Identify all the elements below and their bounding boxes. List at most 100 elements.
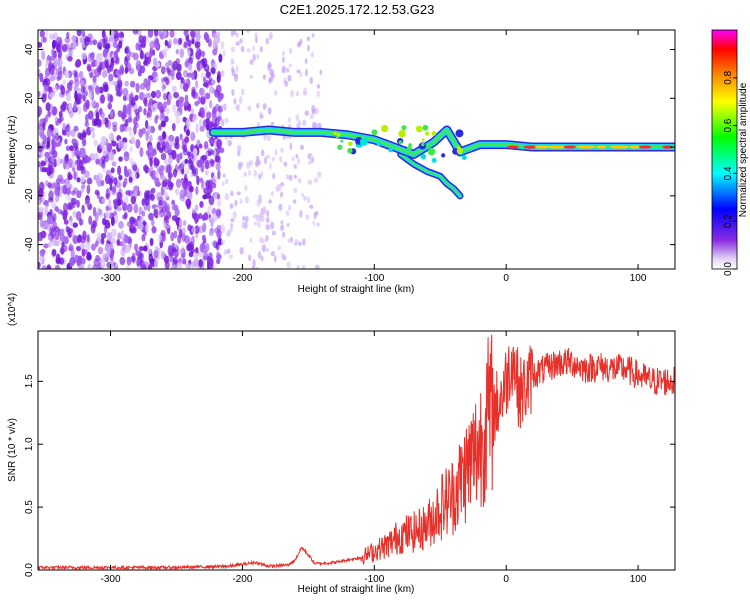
noise-speckle (319, 69, 323, 76)
signal-peak (547, 145, 567, 149)
noise-speckle (91, 131, 96, 140)
colorbar-tick-label: 0.4 (723, 166, 734, 180)
noise-speckle (120, 229, 125, 239)
noise-speckle (273, 255, 277, 263)
noise-speckle (212, 48, 218, 56)
noise-speckle (288, 174, 293, 181)
noise-speckle (130, 195, 137, 205)
noise-speckle (135, 250, 141, 257)
noise-speckle (123, 177, 128, 186)
noise-speckle (132, 164, 138, 172)
noise-speckle (173, 37, 178, 45)
noise-speckle (235, 65, 239, 73)
noise-speckle (266, 209, 270, 218)
noise-speckle (220, 70, 225, 77)
noise-speckle (123, 125, 129, 133)
noise-speckle (98, 173, 104, 181)
noise-speckle (305, 213, 310, 221)
snr-panel: -300 -200 -100 0 100 0.0 0.5 1.0 1.5 Height of … (7, 293, 676, 595)
x-tick-label: -100 (364, 574, 384, 585)
noise-speckle (315, 264, 320, 269)
noise-speckle (260, 170, 264, 178)
noise-speckle (185, 263, 192, 269)
noise-speckle (74, 60, 81, 68)
noise-speckle (64, 138, 68, 145)
noise-speckle (295, 153, 299, 159)
spectrogram-x-ticks: -300 -200 -100 0 100 (101, 30, 647, 284)
noise-speckle (132, 52, 139, 61)
noise-speckle (222, 50, 226, 57)
noise-speckle (172, 204, 179, 211)
noise-speckle (68, 243, 74, 251)
noise-speckle (303, 196, 308, 201)
noise-speckle (135, 42, 139, 51)
noise-speckle (271, 157, 276, 162)
noise-speckle (266, 134, 271, 142)
chart-title: C2E1.2025.172.12.53.G23 (279, 2, 435, 17)
noise-speckle (280, 220, 284, 225)
noise-speckle (90, 61, 96, 68)
noise-speckle (187, 49, 191, 57)
noise-speckle (94, 189, 100, 196)
noise-speckle (217, 115, 222, 122)
noise-speckle (290, 89, 294, 98)
noise-speckle (160, 250, 165, 260)
noise-speckle (143, 107, 147, 116)
colorbar-tick-label: 0.0 (723, 262, 734, 276)
noise-speckle (65, 163, 70, 170)
noise-speckle (239, 38, 243, 44)
noise-speckle (81, 138, 87, 147)
noise-speckle (73, 171, 77, 180)
noise-speckle (71, 162, 76, 169)
noise-speckle (111, 185, 117, 193)
noise-speckle (268, 162, 272, 170)
noise-speckle (68, 49, 74, 57)
noise-speckle (122, 87, 129, 97)
noise-speckle (86, 65, 92, 72)
noise-speckle (167, 144, 172, 154)
noise-speckle (301, 264, 306, 269)
noise-speckle (38, 90, 41, 98)
noise-speckle (253, 170, 258, 177)
noise-speckle (256, 160, 261, 166)
noise-speckle (248, 254, 252, 262)
noise-speckle (193, 154, 199, 164)
noise-speckle (168, 181, 173, 187)
noise-speckle (205, 180, 211, 190)
noise-speckle (76, 190, 82, 199)
noise-speckle (178, 248, 185, 255)
noise-speckle (203, 187, 208, 194)
noise-speckle (309, 76, 314, 84)
noise-speckle (134, 94, 139, 101)
noise-speckle (153, 208, 159, 217)
noise-speckle (85, 99, 90, 110)
y-tick-label: -40 (24, 237, 35, 252)
noise-speckle (84, 83, 88, 93)
noise-speckle (145, 131, 149, 142)
noise-speckle (168, 93, 172, 102)
noise-speckle (208, 195, 215, 206)
noise-speckle (232, 211, 237, 219)
noise-speckle (203, 250, 208, 260)
noise-speckle (70, 129, 76, 137)
noise-speckle (199, 125, 205, 132)
noise-speckle (38, 198, 42, 206)
noise-speckle (144, 119, 149, 130)
noise-speckle (213, 122, 218, 128)
noise-speckle (187, 151, 192, 157)
noise-speckle (187, 103, 192, 112)
noise-speckle (76, 158, 82, 166)
noise-speckle (73, 125, 79, 132)
x-tick-label: 100 (630, 273, 647, 284)
noise-speckle (220, 40, 225, 50)
spectrogram-y-label: Frequency (Hz) (7, 116, 18, 185)
noise-speckle (90, 152, 95, 160)
noise-speckle (183, 41, 188, 49)
noise-speckle (71, 35, 77, 43)
noise-speckle (282, 254, 287, 261)
noise-speckle (71, 197, 77, 206)
noise-speckle (100, 94, 106, 104)
noise-speckle (212, 175, 218, 184)
noise-speckle (188, 190, 193, 201)
noise-speckle (310, 52, 315, 58)
